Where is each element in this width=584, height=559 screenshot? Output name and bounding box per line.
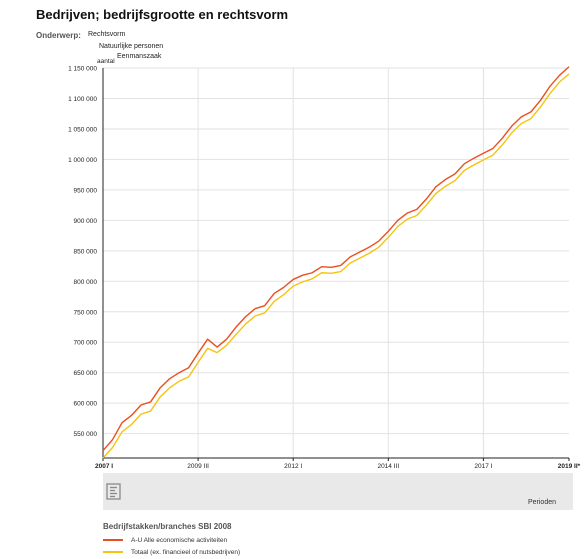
x-axis-label: Perioden (528, 499, 556, 506)
y-tick-label-0: 550 000 (74, 431, 98, 438)
series-group (102, 66, 570, 459)
y-tick-label-9: 1 000 000 (68, 157, 97, 164)
x-tick-label-4: 2017 I (474, 463, 492, 470)
axis-control-bar (103, 473, 573, 510)
legend-swatch-series-2 (103, 551, 123, 554)
x-tick-label-0: 2007 I (95, 463, 113, 470)
x-tick-label-5: 2019 II* (558, 463, 581, 470)
y-tick-label-11: 1 100 000 (68, 96, 97, 103)
legend-label-series-1: A-U Alle economische activiteiten (131, 537, 228, 544)
y-tick-label-3: 700 000 (74, 340, 98, 347)
series-line-2[interactable] (102, 73, 570, 459)
y-tick-label-12: 1 150 000 (68, 66, 97, 73)
subject-line-2: Natuurlijke personen (99, 43, 164, 50)
legend-swatch-series-1 (103, 539, 123, 542)
subject-label: Onderwerp: (36, 31, 81, 40)
swap-axes-icon[interactable] (106, 483, 121, 500)
y-axis-tick-labels: 550 000 600 000 650 000 700 000 750 000 800 0… (68, 66, 97, 439)
y-tick-label-4: 750 000 (74, 309, 98, 316)
y-tick-label-2: 650 000 (74, 370, 98, 377)
y-tick-label-8: 950 000 (74, 187, 98, 194)
legend-item-series-2[interactable]: Totaal (ex. financieel of nutsbedrijven) (103, 549, 240, 559)
y-tick-label-6: 850 000 (74, 248, 98, 255)
legend-item-series-1[interactable]: A-U Alle economische activiteiten (103, 537, 227, 547)
subject-line-3: Eenmanszaak (117, 53, 162, 60)
grid-lines (103, 67, 569, 458)
x-tick-label-2: 2012 I (284, 463, 302, 470)
x-axis-tick-labels: 2007 I 2009 III 2012 I 2014 III 2017 I 2019 I… (95, 458, 581, 470)
y-tick-label-1: 600 000 (74, 401, 98, 408)
legend-label-series-2: Totaal (ex. financieel of nutsbedrijven) (131, 549, 241, 556)
subject-line-1: Rechtsvorm (88, 31, 126, 38)
y-tick-label-7: 900 000 (74, 218, 98, 225)
y-tick-label-10: 1 050 000 (68, 126, 97, 133)
y-axis-label: aantal (97, 58, 115, 65)
x-tick-label-1: 2009 III (187, 463, 209, 470)
legend-title: Bedrijfstakken/branches SBI 2008 (103, 522, 232, 531)
x-tick-label-3: 2014 III (377, 463, 399, 470)
line-chart: 550 000 600 000 650 000 700 000 750 000 800 0… (68, 58, 581, 510)
chart-title: Bedrijven; bedrijfsgrootte en rechtsvorm (36, 7, 289, 22)
y-tick-label-5: 800 000 (74, 279, 98, 286)
series-line-1[interactable] (102, 66, 570, 452)
